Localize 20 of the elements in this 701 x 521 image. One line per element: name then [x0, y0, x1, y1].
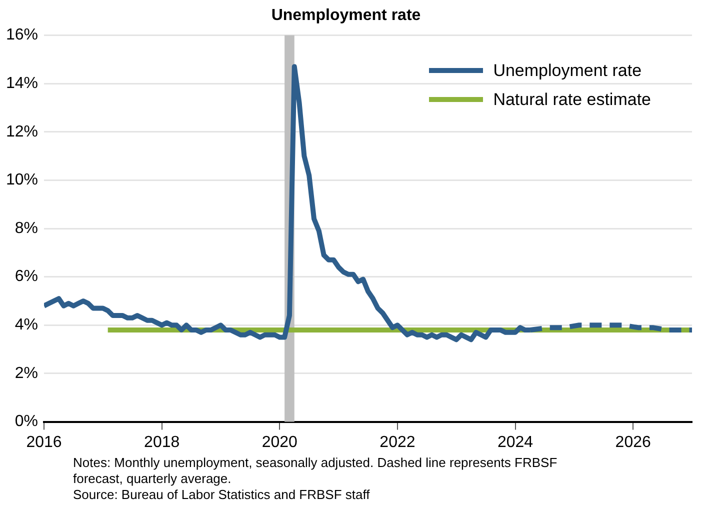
y-tick-label: 2%	[14, 364, 38, 382]
chart-title: Unemployment rate	[271, 7, 421, 24]
legend-label: Unemployment rate	[493, 60, 642, 80]
x-tick-label: 2018	[144, 434, 180, 451]
source-note: Source: Bureau of Labor Statistics and FRBSF staff	[73, 487, 371, 503]
y-tick-label: 8%	[14, 220, 38, 237]
y-tick-label: 0%	[14, 413, 38, 430]
text: Notes: Monthly unemployment, seasonally adjusted. Dashed line represents FRBSF forecast, quarterly average.	[73, 455, 558, 487]
x-tick-label: 2024	[497, 434, 534, 451]
y-tick-label: 6%	[14, 268, 38, 286]
y-tick-label: 14%	[6, 74, 38, 92]
y-tick-label: 12%	[6, 123, 38, 140]
x-tick-label: 2026	[615, 434, 651, 451]
y-tick-label: 4%	[14, 316, 38, 334]
x-tick-label: 2020	[262, 434, 298, 451]
legend-label: Natural rate estimate	[493, 90, 651, 110]
y-tick-label: 10%	[6, 172, 38, 189]
y-tick-label: 16%	[6, 26, 38, 44]
x-tick-label: 2016	[26, 434, 62, 451]
x-tick-label: 2022	[380, 434, 416, 451]
